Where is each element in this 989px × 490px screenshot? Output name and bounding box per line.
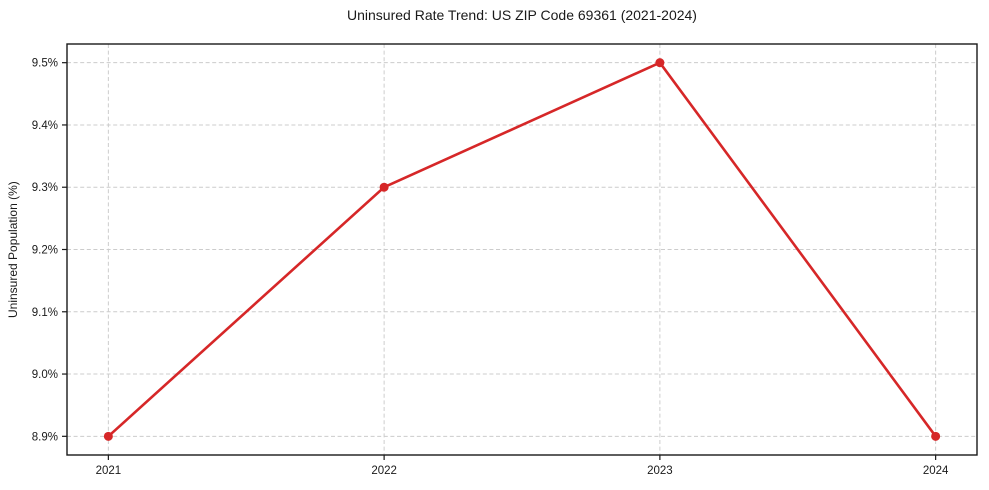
x-tick-label: 2024 — [923, 465, 949, 477]
y-tick-label: 9.4% — [32, 120, 58, 132]
x-tick-label: 2023 — [647, 465, 673, 477]
chart-title: Uninsured Rate Trend: US ZIP Code 69361 … — [347, 7, 697, 23]
y-tick-label: 8.9% — [32, 431, 58, 443]
x-tick-label: 2022 — [371, 465, 397, 477]
data-point-marker — [379, 182, 389, 192]
y-tick-label: 9.2% — [32, 245, 58, 257]
x-tick-label: 2021 — [96, 465, 122, 477]
data-point-marker — [655, 58, 665, 68]
y-tick-label: 9.0% — [32, 369, 58, 381]
data-point-marker — [931, 431, 941, 441]
trend-line — [107, 61, 937, 438]
data-point-marker — [103, 431, 113, 441]
y-tick-label: 9.3% — [32, 182, 58, 194]
y-tick-label: 9.5% — [32, 58, 58, 70]
y-tick-label: 9.1% — [32, 307, 58, 319]
